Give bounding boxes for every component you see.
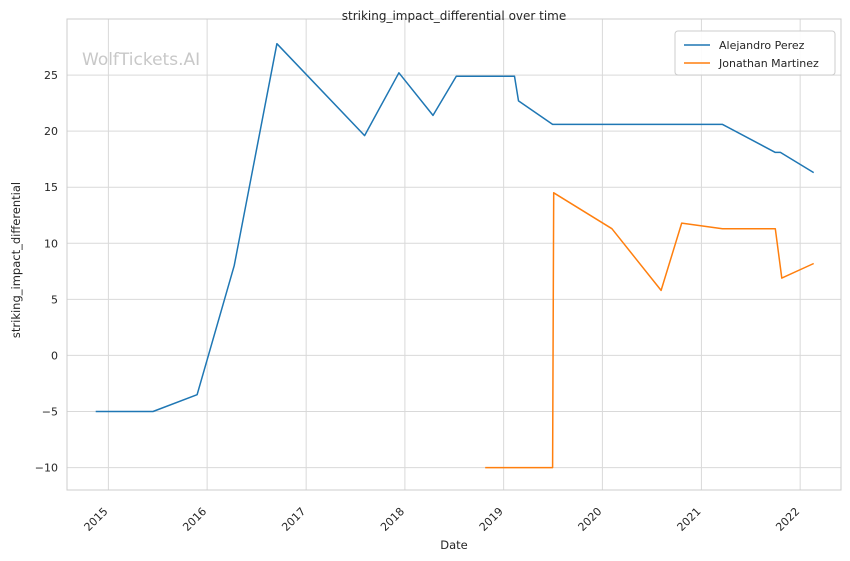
y-tick-label: 0 <box>51 349 58 362</box>
series-line-jonathan-martinez <box>485 192 815 469</box>
y-tick-labels: −10 −5 0 5 10 15 20 25 <box>35 69 58 475</box>
x-tick-label: 2018 <box>378 505 407 534</box>
x-tick-label: 2017 <box>279 505 308 534</box>
legend-label-jonathan-martinez: Jonathan Martinez <box>718 57 819 70</box>
chart-title: striking_impact_differential over time <box>342 9 567 23</box>
y-axis-title: striking_impact_differential <box>9 182 23 338</box>
legend-label-alejandro-perez: Alejandro Perez <box>719 39 805 52</box>
y-tick-label: −10 <box>35 462 58 475</box>
x-tick-label: 2021 <box>675 505 704 534</box>
x-tick-label: 2015 <box>82 505 111 534</box>
legend: Alejandro Perez Jonathan Martinez <box>674 30 836 76</box>
plot-frame <box>66 18 842 491</box>
x-tick-labels: 2015 2016 2017 2018 2019 2020 2021 2022 <box>82 505 803 534</box>
x-tick-label: 2019 <box>477 505 506 534</box>
y-tick-label: 20 <box>44 125 58 138</box>
x-axis-title: Date <box>440 538 468 552</box>
x-tick-label: 2020 <box>576 505 605 534</box>
y-tick-label: 10 <box>44 237 58 250</box>
y-tick-label: 5 <box>51 293 58 306</box>
y-tick-label: −5 <box>42 406 58 419</box>
y-tick-label: 25 <box>44 69 58 82</box>
y-tick-label: 15 <box>44 181 58 194</box>
watermark: WolfTickets.AI <box>82 50 200 70</box>
grid <box>67 19 841 490</box>
series-layer <box>95 42 815 469</box>
legend-box <box>674 30 836 76</box>
x-tick-label: 2022 <box>773 505 802 534</box>
x-tick-label: 2016 <box>180 505 209 534</box>
series-line-alejandro-perez <box>95 42 815 413</box>
